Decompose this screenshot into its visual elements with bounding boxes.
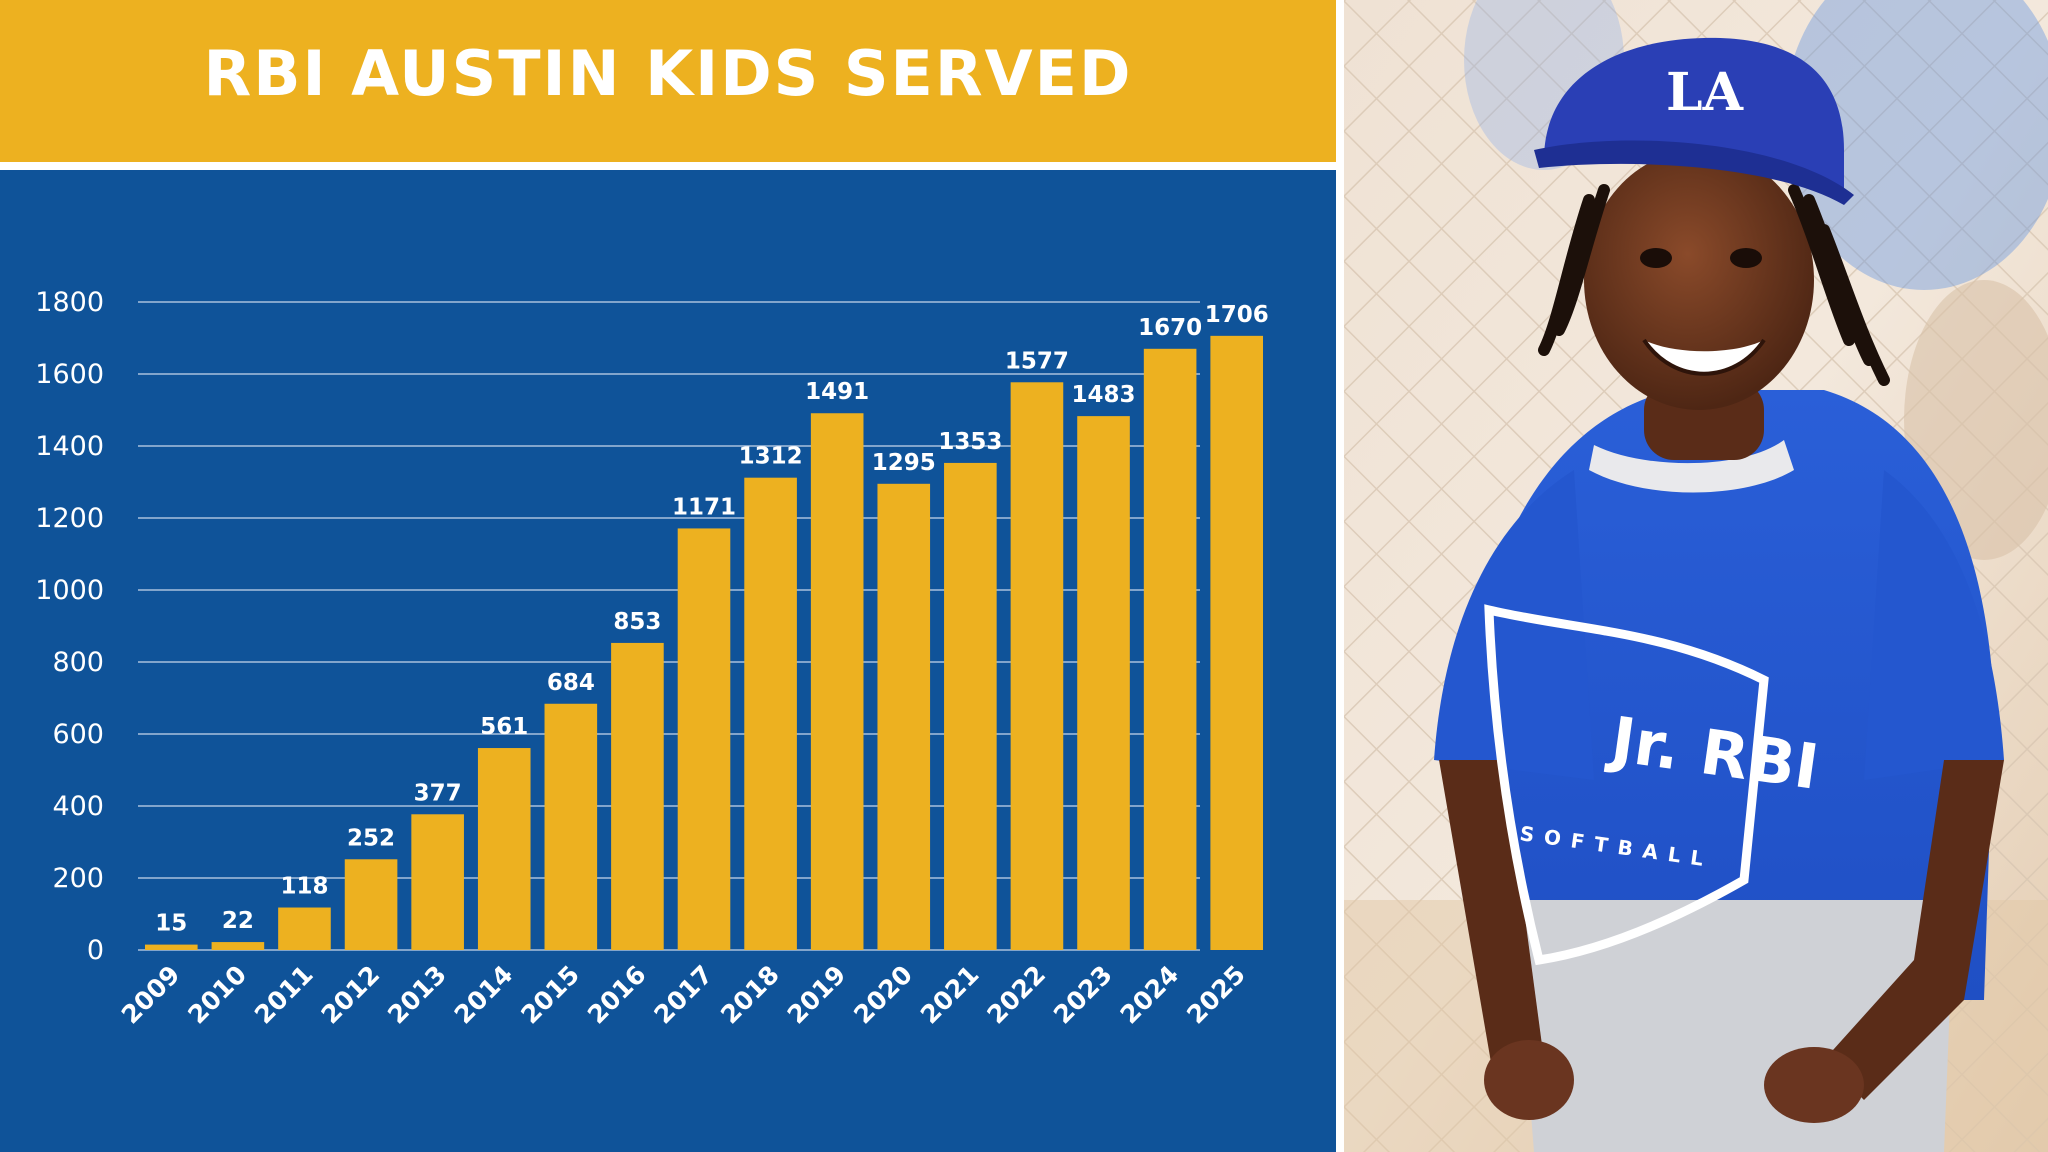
data-label-2024: 1670	[1138, 315, 1202, 341]
data-label-2016: 853	[613, 609, 661, 635]
x-tick-label: 2023	[1048, 960, 1118, 1030]
x-tick-label: 2009	[116, 960, 186, 1030]
bar-chart: 0200400600800100012001400160018001520092…	[35, 287, 1269, 1030]
data-label-2021: 1353	[938, 429, 1002, 455]
x-tick-label: 2015	[515, 960, 585, 1030]
bar-2021	[944, 462, 997, 950]
bar-2025	[1210, 335, 1264, 951]
x-tick-label: 2014	[449, 960, 519, 1030]
bar-2013	[411, 814, 464, 950]
x-tick-label: 2019	[782, 960, 852, 1030]
x-tick-label: 2020	[848, 960, 918, 1030]
bar-2010	[211, 942, 265, 950]
x-tick-label: 2025	[1181, 960, 1251, 1030]
y-tick-label: 800	[52, 647, 104, 678]
cap-logo-text: LA	[1666, 62, 1744, 123]
data-label-2019: 1491	[805, 379, 869, 405]
child-photo: Jr. RBI SOFTBALL LA	[1344, 0, 2048, 1152]
bar-2019	[810, 413, 864, 950]
bar-2015	[544, 703, 598, 950]
chart-title: RBI AUSTIN KIDS SERVED	[203, 36, 1133, 110]
x-tick-label: 2012	[316, 960, 386, 1030]
x-tick-label: 2022	[981, 960, 1051, 1030]
x-tick-label: 2017	[649, 960, 719, 1030]
data-label-2009: 15	[155, 911, 187, 937]
y-tick-label: 1800	[35, 287, 104, 318]
y-tick-label: 1400	[35, 431, 104, 462]
x-tick-label: 2018	[715, 960, 785, 1030]
x-tick-label: 2024	[1115, 960, 1185, 1030]
x-tick-label: 2011	[249, 960, 319, 1030]
data-label-2010: 22	[222, 908, 254, 934]
title-banner: RBI AUSTIN KIDS SERVED	[0, 0, 1336, 162]
bar-2023	[1077, 416, 1130, 950]
bar-2012	[344, 859, 398, 950]
chart-section: RBI AUSTIN KIDS SERVED 0 200 400 600 800 1000…	[0, 0, 1336, 1152]
bar-2020	[877, 483, 931, 950]
data-label-2025: 1706	[1205, 302, 1269, 328]
data-label-2017: 1171	[672, 494, 736, 520]
data-label-2023: 1483	[1072, 382, 1136, 408]
data-label-2012: 252	[347, 825, 395, 851]
x-tick-label: 2013	[382, 960, 452, 1030]
bar-2022	[1010, 382, 1064, 950]
y-tick-label: 1000	[35, 575, 104, 606]
data-label-2013: 377	[414, 780, 462, 806]
data-label-2015: 684	[547, 670, 595, 696]
x-tick-label: 2016	[582, 960, 652, 1030]
bar-2018	[744, 477, 797, 950]
data-label-2020: 1295	[872, 450, 936, 476]
data-label-2022: 1577	[1005, 348, 1069, 374]
bar-2016	[611, 642, 664, 950]
y-tick-label: 1200	[35, 503, 104, 534]
bar-2017	[677, 528, 731, 950]
x-tick-label: 2021	[915, 960, 985, 1030]
bar-2014	[477, 748, 531, 950]
y-tick-label: 400	[52, 791, 104, 822]
bar-2024	[1143, 348, 1197, 950]
y-tick-label: 200	[52, 863, 104, 894]
data-label-2014: 561	[480, 714, 528, 740]
y-tick-label: 1600	[35, 359, 104, 390]
bar-2011	[278, 907, 331, 950]
bar-2009	[144, 944, 198, 950]
x-tick-label: 2010	[182, 960, 252, 1030]
y-tick-label: 600	[52, 719, 104, 750]
data-label-2011: 118	[280, 874, 328, 900]
y-tick-label: 0	[87, 935, 104, 966]
data-label-2018: 1312	[739, 444, 803, 470]
